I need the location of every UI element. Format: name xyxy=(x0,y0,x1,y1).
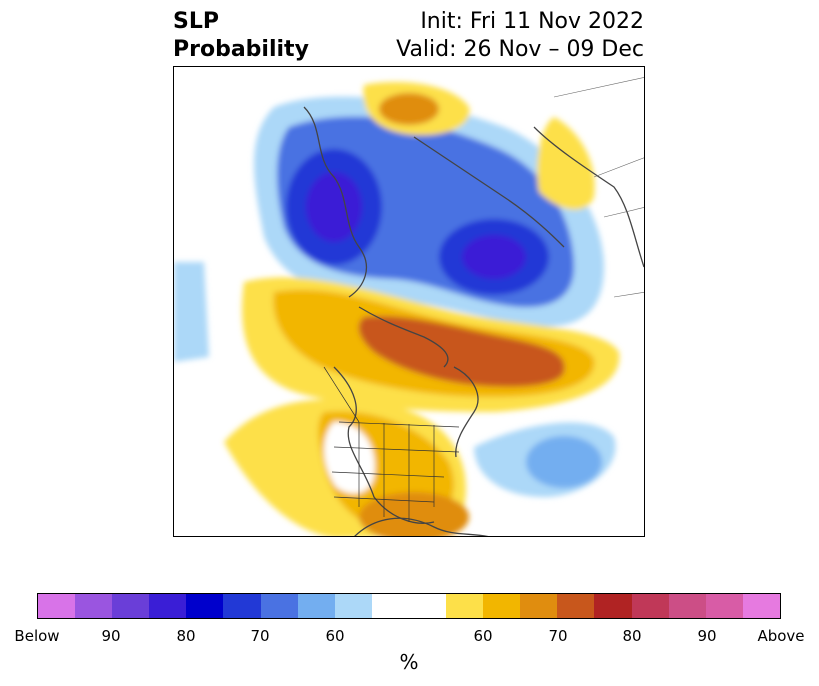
colorbar-segment xyxy=(631,594,669,618)
colorbar-segment xyxy=(260,594,298,618)
colorbar-tick-label: 70 xyxy=(250,627,270,645)
colorbar-segment xyxy=(446,594,484,618)
colorbar-segment xyxy=(594,594,632,618)
probability-fill xyxy=(174,81,620,536)
below-weak-west xyxy=(174,262,209,362)
colorbar-segment xyxy=(149,594,187,618)
title-variable: SLP xyxy=(173,9,219,34)
map-canvas xyxy=(174,67,644,536)
colorbar-unit: % xyxy=(399,650,419,674)
colorbar-tick-label: 60 xyxy=(473,627,493,645)
above-strong-band xyxy=(358,316,565,387)
colorbar-segment xyxy=(705,594,743,618)
probability-map xyxy=(173,66,645,537)
colorbar-segment xyxy=(75,594,113,618)
map-title-right: Init: Fri 11 Nov 2022 Valid: 26 Nov – 09… xyxy=(396,8,644,64)
state-borders xyxy=(323,366,460,522)
colorbar-segment xyxy=(334,594,372,618)
above-us-strong xyxy=(359,492,469,536)
colorbar-segment xyxy=(112,594,150,618)
colorbar-segment xyxy=(408,594,447,618)
colorbar xyxy=(37,593,781,619)
colorbar-segment xyxy=(186,594,224,618)
colorbar-segment xyxy=(223,594,261,618)
colorbar-segment xyxy=(557,594,595,618)
colorbar-tick-label: 90 xyxy=(697,627,717,645)
colorbar-segment xyxy=(520,594,558,618)
colorbar-tick-label: 90 xyxy=(101,627,121,645)
colorbar-tick-label: 60 xyxy=(325,627,345,645)
colorbar-tick-label: Above xyxy=(757,627,805,645)
colorbar-tick-label: 80 xyxy=(176,627,196,645)
colorbar-segment xyxy=(38,594,76,618)
below-atlantic-mid xyxy=(526,436,602,488)
colorbar-segment xyxy=(297,594,335,618)
above-northeast xyxy=(537,117,595,210)
colorbar-segment xyxy=(483,594,521,618)
above-north-core xyxy=(379,93,439,125)
below-core-west xyxy=(306,172,362,242)
us-white-gap xyxy=(324,422,375,494)
colorbar-segment xyxy=(742,594,780,618)
colorbar-tick-label: 70 xyxy=(548,627,568,645)
valid-range: Valid: 26 Nov – 09 Dec xyxy=(396,37,644,62)
coastlines xyxy=(303,106,644,536)
graticule xyxy=(553,77,644,298)
title-probability: Probability xyxy=(173,37,309,62)
colorbar-segment xyxy=(668,594,706,618)
colorbar-segment xyxy=(371,594,409,618)
colorbar-tick-label: 80 xyxy=(622,627,642,645)
colorbar-tick-label: Below xyxy=(14,627,60,645)
below-core-east xyxy=(462,235,526,279)
init-date: Init: Fri 11 Nov 2022 xyxy=(420,9,644,34)
map-title-left: SLP Probability xyxy=(173,8,309,64)
